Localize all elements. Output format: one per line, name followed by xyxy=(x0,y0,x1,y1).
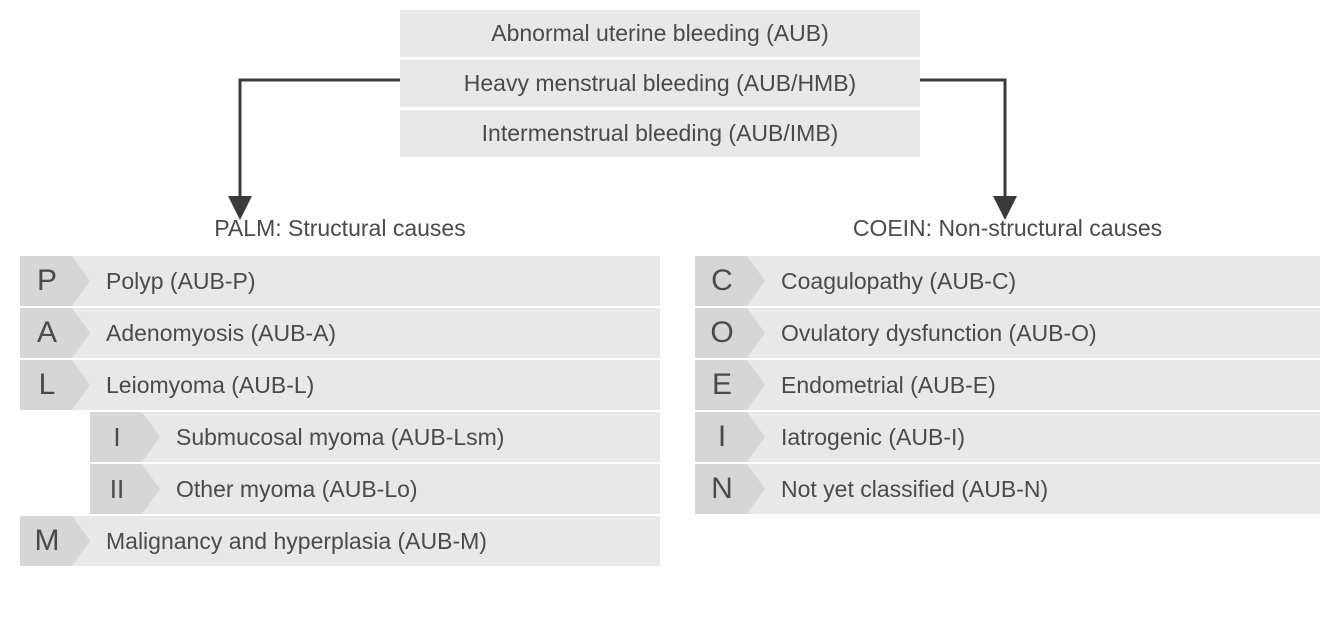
palm-desc: Leiomyoma (AUB-L) xyxy=(72,360,660,410)
palm-letter: P xyxy=(20,256,72,306)
coein-letter: O xyxy=(695,308,747,358)
palm-row: PPolyp (AUB-P) xyxy=(20,256,660,306)
palm-rows: PPolyp (AUB-P)AAdenomyosis (AUB-A)LLeiom… xyxy=(20,256,660,566)
coein-desc: Iatrogenic (AUB-I) xyxy=(747,412,1320,462)
palm-desc: Other myoma (AUB-Lo) xyxy=(142,464,660,514)
header-aub-imb: Intermenstrual bleeding (AUB/IMB) xyxy=(400,110,920,157)
palm-row: ISubmucosal myoma (AUB-Lsm) xyxy=(90,412,660,462)
coein-row: OOvulatory dysfunction (AUB-O) xyxy=(695,308,1320,358)
coein-title: COEIN: Non-structural causes xyxy=(695,215,1320,242)
palm-title: PALM: Structural causes xyxy=(20,215,660,242)
coein-desc: Ovulatory dysfunction (AUB-O) xyxy=(747,308,1320,358)
coein-row: NNot yet classified (AUB-N) xyxy=(695,464,1320,514)
header-aub-hmb: Heavy menstrual bleeding (AUB/HMB) xyxy=(400,60,920,107)
palm-letter: M xyxy=(20,516,72,566)
top-header-stack: Abnormal uterine bleeding (AUB) Heavy me… xyxy=(400,10,920,160)
coein-row: IIatrogenic (AUB-I) xyxy=(695,412,1320,462)
palm-desc: Polyp (AUB-P) xyxy=(72,256,660,306)
palm-letter: L xyxy=(20,360,72,410)
palm-coein-diagram: Abnormal uterine bleeding (AUB) Heavy me… xyxy=(0,0,1342,620)
palm-column: PALM: Structural causes PPolyp (AUB-P)AA… xyxy=(20,215,660,568)
coein-desc: Endometrial (AUB-E) xyxy=(747,360,1320,410)
palm-row: LLeiomyoma (AUB-L) xyxy=(20,360,660,410)
coein-column: COEIN: Non-structural causes CCoagulopat… xyxy=(695,215,1320,516)
coein-letter: E xyxy=(695,360,747,410)
header-aub: Abnormal uterine bleeding (AUB) xyxy=(400,10,920,57)
coein-row: EEndometrial (AUB-E) xyxy=(695,360,1320,410)
palm-letter: I xyxy=(90,412,142,462)
coein-desc: Coagulopathy (AUB-C) xyxy=(747,256,1320,306)
coein-desc: Not yet classified (AUB-N) xyxy=(747,464,1320,514)
palm-desc: Malignancy and hyperplasia (AUB-M) xyxy=(72,516,660,566)
coein-row: CCoagulopathy (AUB-C) xyxy=(695,256,1320,306)
coein-letter: C xyxy=(695,256,747,306)
coein-letter: N xyxy=(695,464,747,514)
palm-row: AAdenomyosis (AUB-A) xyxy=(20,308,660,358)
palm-row: IIOther myoma (AUB-Lo) xyxy=(90,464,660,514)
palm-letter: II xyxy=(90,464,142,514)
palm-row: MMalignancy and hyperplasia (AUB-M) xyxy=(20,516,660,566)
palm-desc: Submucosal myoma (AUB-Lsm) xyxy=(142,412,660,462)
palm-letter: A xyxy=(20,308,72,358)
palm-desc: Adenomyosis (AUB-A) xyxy=(72,308,660,358)
coein-letter: I xyxy=(695,412,747,462)
coein-rows: CCoagulopathy (AUB-C)OOvulatory dysfunct… xyxy=(695,256,1320,514)
